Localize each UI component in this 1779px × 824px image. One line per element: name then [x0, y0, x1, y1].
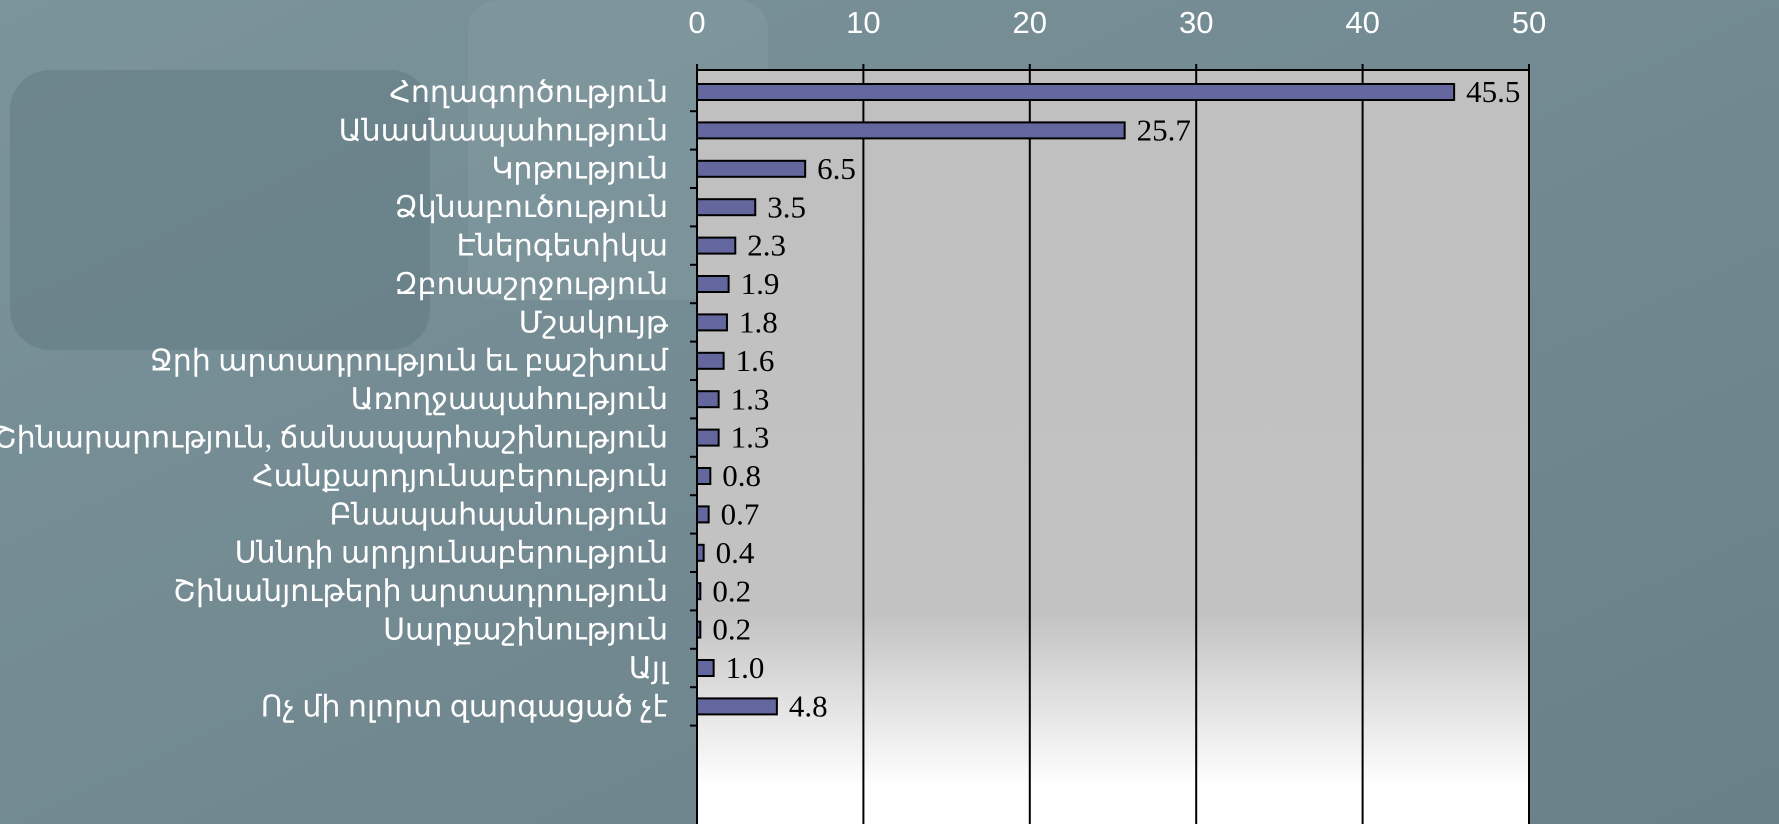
bar	[696, 659, 715, 677]
bar	[696, 697, 778, 716]
x-tick-label: 10	[846, 5, 880, 40]
decor	[10, 70, 430, 350]
bar	[696, 275, 730, 293]
y-tick-label: Այլ	[629, 652, 670, 685]
y-tick-label: Հանքարդյունաբերություն	[252, 460, 668, 493]
data-label: 25.7	[1137, 113, 1191, 148]
y-tick-label: Բնապահպանություն	[329, 498, 668, 531]
data-label: 1.3	[731, 420, 770, 455]
bar	[696, 121, 1126, 140]
data-label: 1.0	[726, 650, 765, 685]
bar	[696, 198, 757, 217]
data-label: 0.2	[712, 612, 751, 647]
bar	[696, 236, 737, 255]
bar	[696, 313, 728, 332]
bar	[696, 582, 702, 601]
y-tick-label: Ձկնաբուծություն	[395, 191, 668, 224]
bar	[696, 390, 720, 409]
x-tick-label: 50	[1512, 5, 1546, 40]
y-tick-label: Սննդի արդյունաբերություն	[235, 537, 668, 570]
data-label: 0.4	[716, 535, 755, 570]
data-label: 0.2	[712, 573, 751, 608]
data-label: 0.8	[722, 458, 761, 493]
bar	[696, 543, 705, 562]
bar	[696, 467, 712, 485]
y-tick-label: Շինարարություն, ճանապարհաշինություն	[0, 421, 668, 454]
y-tick-label: Ոչ մի ոլորտ զարգացած չէ	[261, 690, 668, 723]
y-tick-label: Զբոսաշրջություն	[394, 268, 668, 301]
bar	[696, 620, 702, 639]
x-tick-label: 30	[1179, 5, 1213, 40]
y-tick-label: Շինանյութերի արտադրություն	[173, 575, 668, 608]
data-label: 1.6	[736, 343, 775, 378]
y-tick-label: Կրթություն	[491, 153, 668, 186]
x-tick-label: 20	[1013, 5, 1047, 40]
bar	[696, 505, 710, 524]
data-label: 45.5	[1466, 74, 1520, 109]
data-label: 1.9	[741, 266, 780, 301]
y-tick-label: Սարքաշինություն	[383, 613, 668, 646]
y-tick-label: Ջրի արտադրություն եւ բաշխում	[150, 345, 669, 378]
bar	[696, 83, 1456, 101]
data-label: 0.7	[721, 497, 760, 532]
y-tick-label: Առողջապահություն	[351, 383, 668, 416]
y-tick-label: Հողագործություն	[389, 76, 668, 109]
x-tick-label: 0	[688, 5, 705, 40]
x-tick-label: 40	[1345, 5, 1379, 40]
y-tick-label: Մշակույթ	[519, 306, 669, 339]
data-label: 1.3	[731, 381, 770, 416]
data-label: 3.5	[767, 189, 806, 224]
data-label: 4.8	[789, 689, 828, 724]
y-tick-label: Էներգետիկա	[457, 229, 668, 262]
data-label: 1.8	[739, 305, 778, 340]
bar	[696, 428, 720, 447]
bar	[696, 159, 807, 178]
data-label: 2.3	[747, 228, 786, 263]
y-tick-label: Անասնապահություն	[339, 114, 668, 147]
decor	[468, 0, 768, 300]
data-label: 6.5	[817, 151, 856, 186]
bar	[696, 351, 725, 370]
plot-area	[697, 70, 1529, 824]
